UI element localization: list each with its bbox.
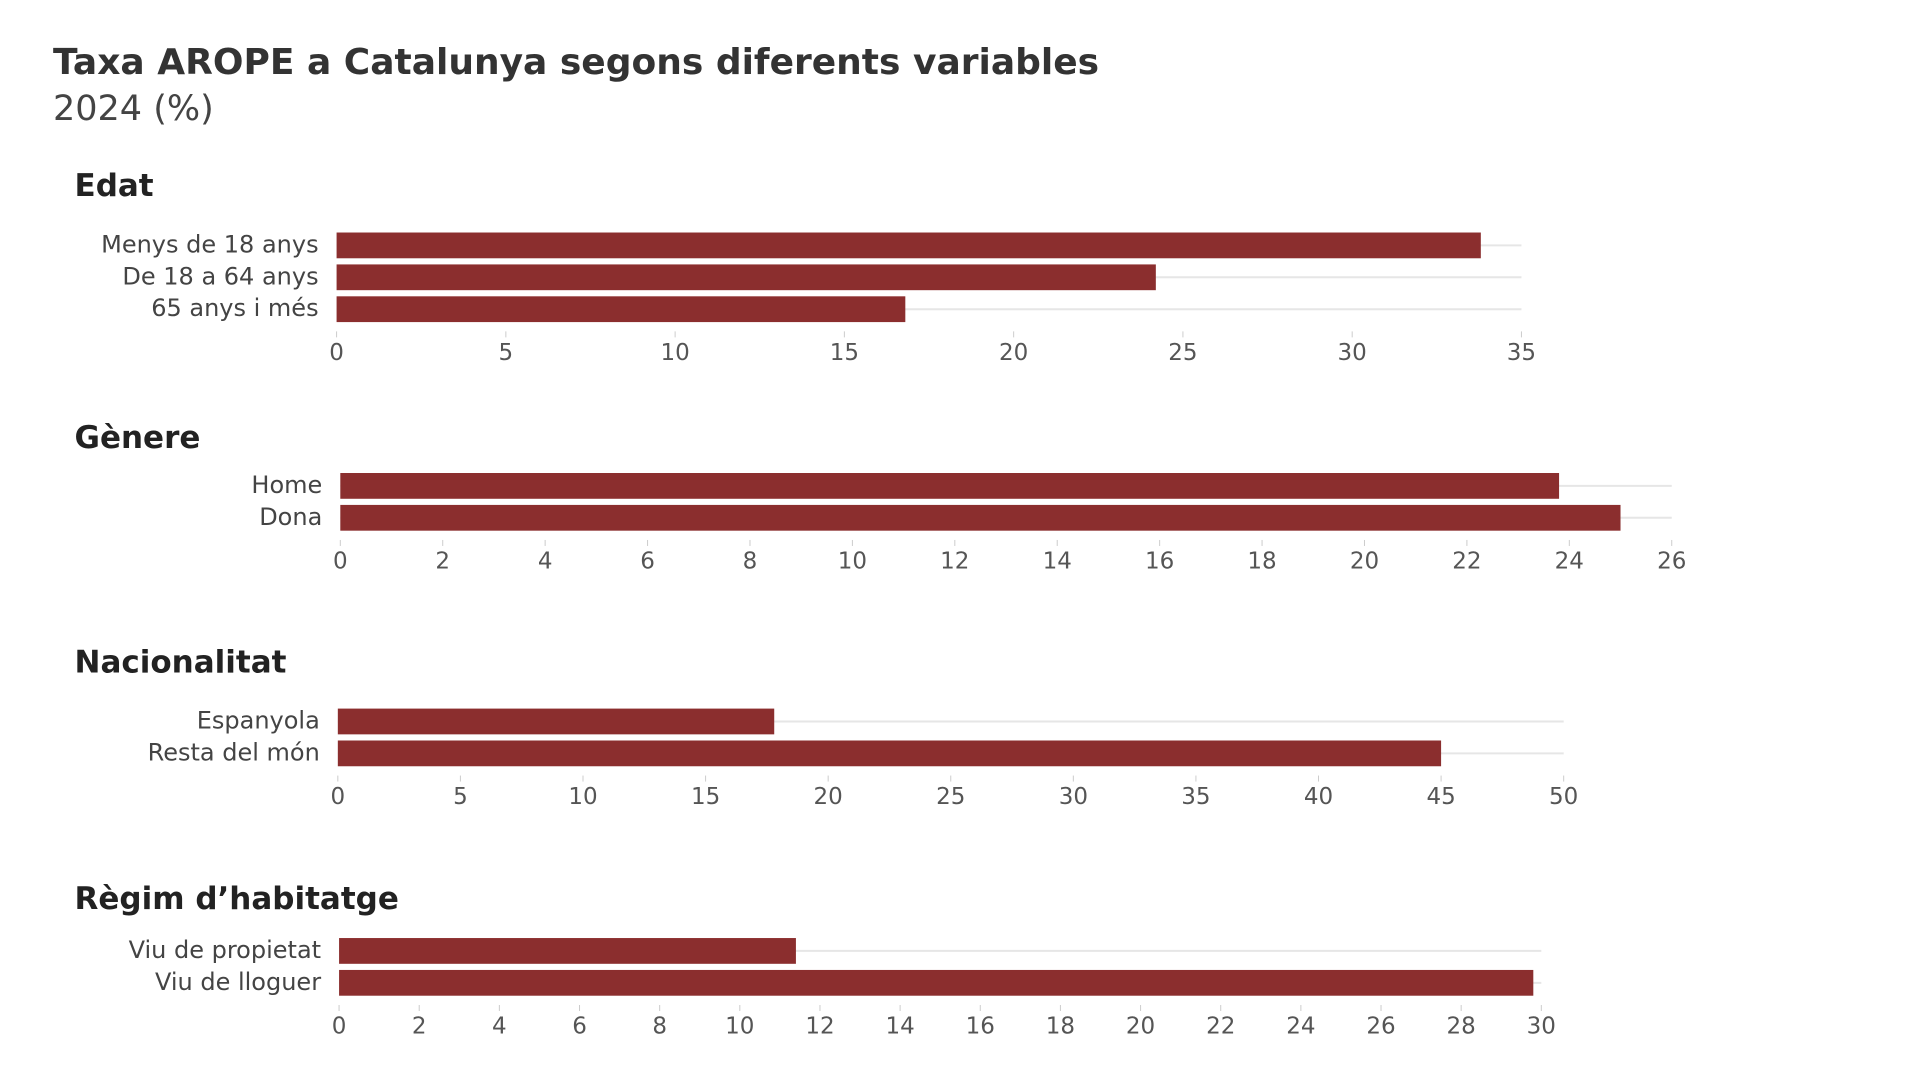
x-tick-label: 8 <box>652 1013 667 1039</box>
x-tick-label: 25 <box>936 784 965 810</box>
x-tick-label: 26 <box>1366 1013 1395 1039</box>
x-tick-label: 0 <box>329 340 344 366</box>
x-tick-label: 10 <box>725 1013 754 1039</box>
x-tick-label: 0 <box>331 784 346 810</box>
x-tick-label: 10 <box>838 548 867 574</box>
category-label: Home <box>251 471 322 499</box>
x-tick-label: 22 <box>1206 1013 1235 1039</box>
x-tick-label: 14 <box>1043 548 1072 574</box>
x-tick-label: 2 <box>435 548 450 574</box>
x-tick-label: 12 <box>940 548 969 574</box>
chart-title: Taxa AROPE a Catalunya segons diferents … <box>53 42 1099 83</box>
category-label: Espanyola <box>197 706 320 734</box>
x-tick-label: 20 <box>1350 548 1379 574</box>
category-label: 65 anys i més <box>151 294 318 322</box>
x-tick-label: 26 <box>1657 548 1686 574</box>
bar <box>336 264 1156 291</box>
category-label: Menys de 18 anys <box>101 230 318 258</box>
x-tick-label: 0 <box>332 1013 347 1039</box>
bar <box>337 708 775 735</box>
x-tick-label: 18 <box>1247 548 1276 574</box>
x-tick-label: 22 <box>1452 548 1481 574</box>
x-tick-label: 25 <box>1168 340 1197 366</box>
x-tick-label: 16 <box>1145 548 1174 574</box>
x-tick-label: 10 <box>660 340 689 366</box>
bar <box>336 296 906 323</box>
x-tick-label: 6 <box>640 548 655 574</box>
bar <box>339 938 796 964</box>
x-tick-label: 2 <box>412 1013 427 1039</box>
x-tick-label: 35 <box>1507 340 1536 366</box>
x-tick-label: 6 <box>572 1013 587 1039</box>
bar <box>340 504 1621 531</box>
x-tick-label: 20 <box>814 784 843 810</box>
x-tick-label: 16 <box>966 1013 995 1039</box>
section-title: Règim d’habitatge <box>75 881 399 917</box>
x-tick-label: 24 <box>1555 548 1584 574</box>
x-tick-label: 14 <box>885 1013 914 1039</box>
x-tick-label: 45 <box>1426 784 1455 810</box>
section-title: Gènere <box>75 420 201 456</box>
category-label: Viu de lloguer <box>155 968 321 996</box>
x-tick-label: 30 <box>1338 340 1367 366</box>
bar <box>337 740 1442 767</box>
x-tick-label: 8 <box>743 548 758 574</box>
x-tick-label: 4 <box>538 548 553 574</box>
category-label: Viu de propietat <box>129 936 321 964</box>
x-tick-label: 40 <box>1304 784 1333 810</box>
x-tick-label: 4 <box>492 1013 507 1039</box>
bar <box>340 473 1560 499</box>
x-tick-label: 30 <box>1059 784 1088 810</box>
category-label: Resta del món <box>148 738 320 766</box>
x-tick-label: 24 <box>1286 1013 1315 1039</box>
x-tick-label: 12 <box>805 1013 834 1039</box>
x-tick-label: 10 <box>568 784 597 810</box>
x-tick-label: 50 <box>1549 784 1578 810</box>
bar <box>339 969 1534 996</box>
x-tick-label: 0 <box>333 548 348 574</box>
x-tick-label: 15 <box>830 340 859 366</box>
x-tick-label: 18 <box>1046 1013 1075 1039</box>
category-label: Dona <box>259 503 322 531</box>
x-tick-label: 30 <box>1527 1013 1556 1039</box>
category-label: De 18 a 64 anys <box>122 262 318 290</box>
x-tick-label: 28 <box>1447 1013 1476 1039</box>
x-tick-label: 20 <box>1126 1013 1155 1039</box>
x-tick-label: 5 <box>453 784 468 810</box>
x-tick-label: 20 <box>999 340 1028 366</box>
section-title: Nacionalitat <box>75 644 287 680</box>
chart-subtitle: 2024 (%) <box>53 89 214 129</box>
x-tick-label: 5 <box>499 340 514 366</box>
section-title: Edat <box>75 168 154 204</box>
x-tick-label: 15 <box>691 784 720 810</box>
bar <box>336 232 1481 259</box>
x-tick-label: 35 <box>1181 784 1210 810</box>
